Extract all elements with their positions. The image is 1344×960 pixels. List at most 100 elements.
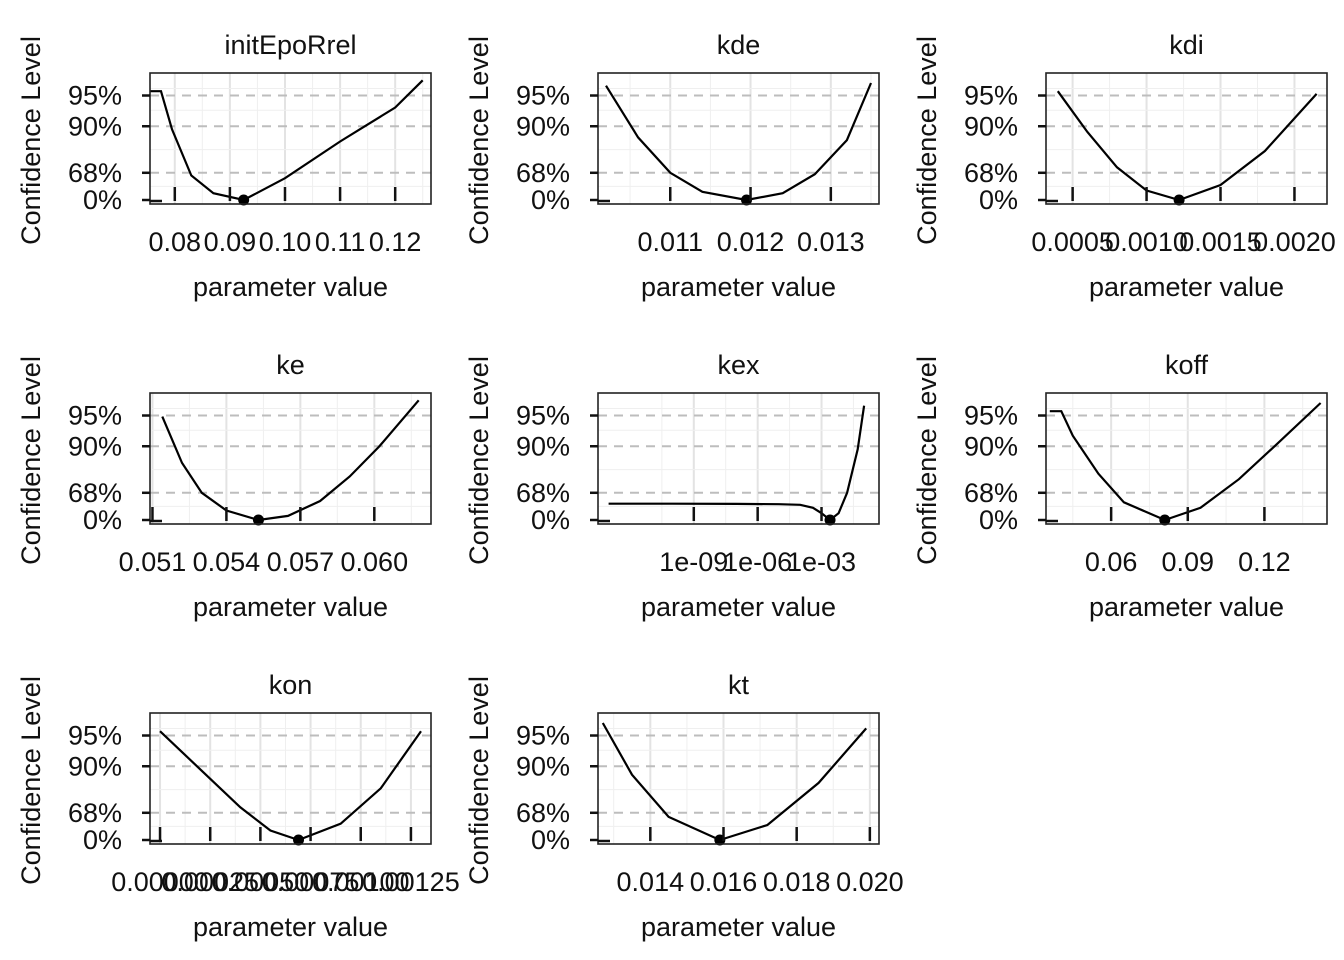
x-axis-title: parameter value xyxy=(1089,272,1284,302)
y-axis-title: Confidence Level xyxy=(912,36,942,245)
profile-curve-kex xyxy=(608,405,866,522)
x-axis-title: parameter value xyxy=(641,272,836,302)
y-tick-label: 90% xyxy=(516,111,570,141)
profile-curve-ke xyxy=(161,399,420,522)
x-tick-label: 0.00050 xyxy=(212,867,310,897)
panel-koff: 0%68% 90%95% 0.06 0.09 0.12 koff parameter val… xyxy=(912,350,1328,622)
panel-title: initEpoRrel xyxy=(224,30,356,60)
panel-kon: 0%68% 90%95% 0.000000.000250.000500.000750… xyxy=(16,670,460,942)
y-tick-label: 68% xyxy=(68,158,122,188)
profile-curve-kdi xyxy=(1056,90,1318,202)
panel-ke: 0%68% 90%95% 0.051 0.054 0.057 0.060 ke paramet… xyxy=(16,350,432,622)
x-axis-title: parameter value xyxy=(641,912,836,942)
x-tick-label: 0.012 xyxy=(717,227,785,257)
panel-frame xyxy=(149,712,432,845)
optimum-point xyxy=(1159,514,1171,526)
x-axis-title: parameter value xyxy=(193,272,388,302)
x-tick-label: 0.018 xyxy=(763,867,831,897)
profile-curve-kt xyxy=(601,722,868,842)
x-tick-label: 0.10 xyxy=(259,227,312,257)
x-tick-label: 0.12 xyxy=(1238,547,1291,577)
x-tick-label: 0.11 xyxy=(315,227,366,257)
x-tick-label: 0.00125 xyxy=(362,867,460,897)
y-tick-label: 0% xyxy=(979,185,1018,215)
x-tick-label: 0.060 xyxy=(341,547,409,577)
panel-title: koff xyxy=(1165,350,1209,380)
optimum-point xyxy=(293,834,305,846)
optimum-point xyxy=(238,194,250,206)
y-tick-label: 95% xyxy=(516,721,570,751)
x-axis-title: parameter value xyxy=(193,912,388,942)
panel-frame xyxy=(149,392,432,525)
y-axis-title: Confidence Level xyxy=(16,676,46,885)
x-tick-label: 0.0010 xyxy=(1105,227,1188,257)
y-tick-label: 95% xyxy=(516,401,570,431)
panel-kde: 0%68% 90%95% 0.011 0.012 0.013 kde parameter v… xyxy=(464,30,880,302)
panel-title: kdi xyxy=(1169,30,1204,60)
x-tick-label: 0.011 xyxy=(637,227,703,257)
x-axis-title: parameter value xyxy=(193,592,388,622)
profile-curve-kon xyxy=(159,730,422,842)
y-tick-label: 90% xyxy=(964,111,1018,141)
x-tick-label: 0.0015 xyxy=(1179,227,1262,257)
y-axis-title: Confidence Level xyxy=(16,36,46,245)
profile-curve-koff xyxy=(1049,402,1322,522)
y-tick-label: 0% xyxy=(531,825,570,855)
x-tick-label: 0.09 xyxy=(1161,547,1214,577)
x-tick-label: 0.057 xyxy=(267,547,335,577)
y-tick-label: 90% xyxy=(964,431,1018,461)
y-tick-label: 95% xyxy=(68,81,122,111)
x-tick-label: 1e-09 xyxy=(659,547,728,577)
x-tick-label: 0.020 xyxy=(836,867,904,897)
y-axis-title: Confidence Level xyxy=(16,356,46,565)
y-tick-label: 90% xyxy=(68,431,122,461)
x-tick-label: 0.00025 xyxy=(161,867,259,897)
x-axis-title: parameter value xyxy=(641,592,836,622)
y-tick-label: 95% xyxy=(964,401,1018,431)
y-tick-label: 0% xyxy=(531,185,570,215)
y-tick-label: 68% xyxy=(68,478,122,508)
panel-title: kde xyxy=(717,30,761,60)
panel-kt: 0%68% 90%95% 0.014 0.016 0.018 0.020 kt paramet… xyxy=(464,670,904,942)
optimum-point xyxy=(741,194,753,206)
panel-initeporrel: 0%68% 90%95% 0.08 0.09 0.10 0.11 0.12 initEpoRr… xyxy=(16,30,432,302)
panel-frame xyxy=(597,72,880,205)
y-tick-label: 95% xyxy=(68,401,122,431)
panel-frame xyxy=(1045,392,1328,525)
y-tick-label: 90% xyxy=(516,751,570,781)
panel-frame xyxy=(149,72,432,205)
y-axis-title: Confidence Level xyxy=(464,36,494,245)
x-tick-label: 0.014 xyxy=(617,867,685,897)
y-tick-label: 68% xyxy=(68,798,122,828)
x-tick-label: 0.051 xyxy=(119,547,187,577)
y-tick-label: 68% xyxy=(964,158,1018,188)
y-axis-title: Confidence Level xyxy=(912,356,942,565)
optimum-point xyxy=(1173,194,1185,206)
y-tick-label: 68% xyxy=(516,158,570,188)
x-tick-label: 0.00100 xyxy=(312,867,410,897)
x-tick-label: 0.0020 xyxy=(1253,227,1336,257)
panel-title: kex xyxy=(717,350,760,380)
y-axis-title: Confidence Level xyxy=(464,676,494,885)
y-axis-title: Confidence Level xyxy=(464,356,494,565)
y-tick-label: 0% xyxy=(83,825,122,855)
y-tick-label: 0% xyxy=(531,505,570,535)
panel-title: ke xyxy=(276,350,305,380)
profile-curve-initeporrel xyxy=(150,79,424,202)
x-tick-label: 0.016 xyxy=(690,867,758,897)
x-tick-label: 0.06 xyxy=(1085,547,1138,577)
x-tick-label: 0.054 xyxy=(193,547,261,577)
x-tick-label: 0.0005 xyxy=(1031,227,1114,257)
x-tick-label: 0.09 xyxy=(204,227,257,257)
x-axis-title: parameter value xyxy=(1089,592,1284,622)
y-tick-label: 0% xyxy=(979,505,1018,535)
y-tick-label: 0% xyxy=(83,505,122,535)
panel-title: kon xyxy=(269,670,313,700)
optimum-point xyxy=(824,514,836,526)
x-tick-label: 0.08 xyxy=(149,227,202,257)
x-tick-label: 0.12 xyxy=(369,227,422,257)
y-tick-label: 90% xyxy=(68,751,122,781)
